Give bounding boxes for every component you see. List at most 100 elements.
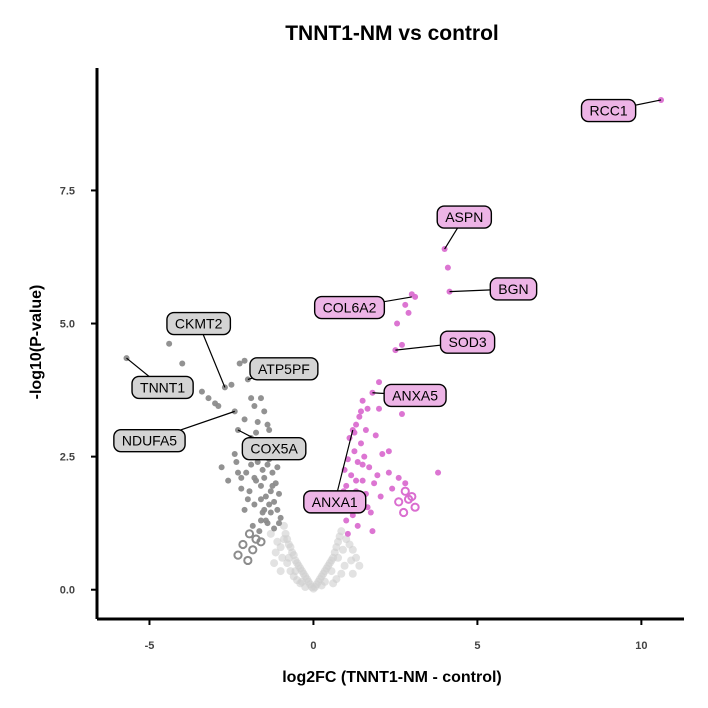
gene-label-atp5pf: ATP5PF	[249, 357, 319, 381]
gene-label-box	[313, 295, 386, 320]
x-tick-label: 0	[310, 640, 316, 652]
data-point-down	[238, 485, 245, 492]
data-point-down	[179, 360, 186, 367]
data-point-down	[251, 501, 258, 508]
x-tick-label: 5	[474, 640, 480, 652]
data-point-up	[371, 480, 378, 487]
gene-label-box	[113, 428, 186, 453]
data-point-ns	[348, 569, 357, 578]
data-point-up	[400, 486, 410, 496]
data-point-down	[233, 550, 243, 560]
data-point-up	[403, 494, 414, 504]
data-point-down	[254, 458, 261, 465]
data-point-up	[376, 405, 383, 412]
data-point-ns	[271, 548, 280, 557]
data-point-ns	[340, 561, 349, 570]
gene-label-text: SOD3	[449, 334, 487, 350]
data-point-ns	[276, 567, 285, 576]
data-point-up	[389, 485, 396, 492]
data-point-up	[356, 413, 363, 420]
data-point-down	[256, 537, 266, 547]
data-point-up	[366, 464, 373, 471]
data-point-down	[253, 477, 260, 484]
gene-label-text: BGN	[498, 281, 528, 297]
data-point-ns	[355, 561, 364, 570]
data-point-up	[374, 472, 381, 479]
data-point-up	[351, 448, 358, 455]
data-points	[123, 96, 665, 593]
data-point-up	[376, 379, 383, 386]
data-point-ns	[348, 545, 357, 554]
gene-label-rcc1: RCC1	[580, 98, 637, 123]
data-point-down	[274, 464, 281, 471]
data-point-ns	[347, 556, 356, 565]
data-point-down	[249, 522, 256, 529]
data-point-down	[274, 506, 281, 513]
data-point-down	[166, 340, 173, 347]
data-point-up	[343, 482, 350, 489]
data-point-up	[357, 440, 364, 447]
y-axis-ticks: 0.0 2.5 5.0 7.5	[60, 185, 97, 597]
data-point-ns	[284, 553, 293, 562]
data-point-up	[359, 477, 366, 484]
data-point-down	[241, 416, 248, 423]
gene-label-box	[383, 383, 447, 408]
data-point-down	[244, 529, 255, 539]
y-tick-label: 2.5	[60, 452, 75, 464]
data-point-up	[369, 528, 376, 535]
data-point-up	[364, 405, 371, 412]
data-point-down	[246, 488, 253, 495]
gene-label-tnnt1: TNNT1	[131, 375, 194, 400]
gene-label-text: COL6A2	[323, 300, 377, 316]
data-point-up	[361, 453, 368, 460]
gene-label-text: RCC1	[590, 103, 628, 119]
data-point-down	[269, 482, 276, 489]
data-point-up	[402, 480, 409, 487]
data-point-down	[248, 545, 258, 555]
data-point-up	[435, 469, 442, 476]
label-leaders	[126, 99, 662, 503]
data-point-down	[257, 517, 264, 524]
data-point-up	[348, 472, 355, 479]
data-point-up	[395, 474, 402, 481]
gene-label-aspn: ASPN	[436, 205, 493, 229]
data-point-down	[276, 520, 283, 527]
data-point-down	[264, 421, 271, 428]
data-point-down	[267, 509, 274, 516]
chart-title: TNNT1-NM vs control	[285, 22, 499, 45]
data-point-down	[225, 477, 232, 484]
data-point-ns	[266, 529, 275, 538]
data-point-down	[241, 506, 248, 513]
data-point-up	[359, 461, 366, 468]
y-tick-label: 5.0	[60, 319, 75, 331]
data-point-down	[198, 388, 205, 395]
data-point-down	[257, 482, 264, 489]
data-point-up	[398, 411, 405, 418]
data-point-down	[243, 469, 250, 476]
data-point-down	[256, 528, 263, 535]
gene-label-text: NDUFA5	[122, 433, 177, 449]
data-point-ns	[338, 545, 347, 554]
data-point-up	[402, 301, 409, 308]
data-point-down	[218, 464, 225, 471]
x-axis-ticks: -5 0 5 10	[145, 619, 647, 652]
gene-label-bgn: BGN	[489, 277, 538, 301]
gene-label-anxa5: ANXA5	[383, 383, 447, 408]
data-point-ns	[329, 579, 338, 588]
gene-label-box	[436, 205, 493, 229]
gene-label-box	[303, 490, 367, 514]
gene-label-anxa1: ANXA1	[303, 490, 367, 514]
data-point-ns	[337, 569, 346, 578]
data-point-up	[357, 408, 364, 415]
data-point-ns	[317, 581, 326, 590]
y-axis-title: -log10(P-value)	[28, 285, 45, 400]
data-point-ns	[276, 543, 285, 552]
gene-label-box	[249, 357, 319, 381]
data-point-up	[410, 502, 420, 512]
data-point-up	[385, 448, 392, 455]
gene-label-sod3: SOD3	[439, 330, 496, 354]
data-point-up	[344, 530, 351, 537]
data-point-up	[377, 493, 384, 500]
data-point-ns	[327, 567, 336, 576]
